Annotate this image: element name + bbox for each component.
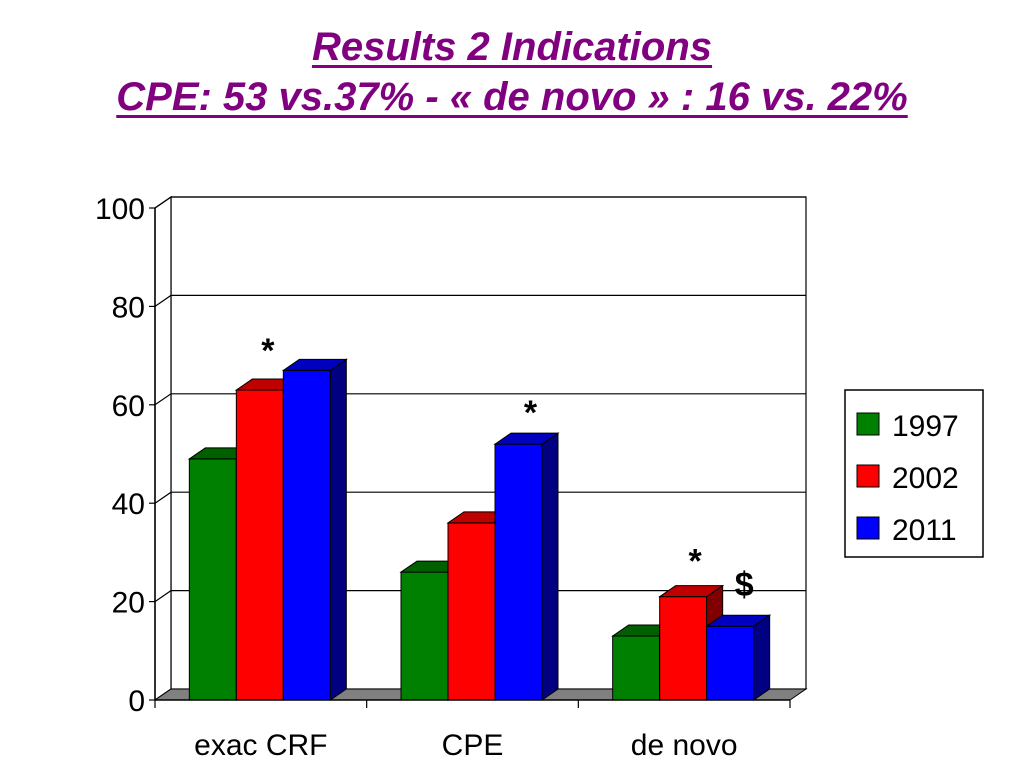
- annotation-asterisk: *: [689, 543, 703, 581]
- x-category-label: exac CRF: [194, 729, 327, 762]
- annotation-dollar: $: [735, 566, 754, 604]
- title-line-2: CPE: 53 vs.37% - « de novo » : 16 vs. 22…: [116, 75, 908, 119]
- gridline: [154, 196, 806, 209]
- legend-label: 2002: [892, 462, 959, 495]
- y-tick-label: 100: [95, 193, 145, 226]
- bar-side: [541, 432, 559, 701]
- annotations: * * * $: [261, 332, 753, 604]
- bar-front: [400, 571, 449, 701]
- bar-front: [188, 458, 237, 701]
- bar-2011-exac-CRF: [281, 358, 348, 701]
- bar-2011-CPE: [493, 432, 560, 701]
- side-wall: [154, 195, 172, 702]
- y-tick-label: 20: [112, 587, 145, 620]
- legend-swatch-2002: [856, 464, 880, 488]
- y-tick-label: 60: [112, 390, 145, 423]
- y-tick-label: 80: [112, 291, 145, 324]
- legend-swatch-1997: [856, 412, 880, 436]
- x-category-label: de novo: [631, 729, 738, 762]
- legend: 1997 2002 2011: [844, 389, 984, 558]
- x-category-label: CPE: [442, 729, 504, 762]
- gridline: [154, 491, 806, 504]
- legend-label: 1997: [892, 410, 959, 443]
- slide-title: Results 2 Indications CPE: 53 vs.37% - «…: [0, 22, 1024, 122]
- bar-2011-de-novo: [705, 614, 772, 701]
- y-tick-label: 40: [112, 488, 145, 521]
- gridline: [154, 589, 806, 603]
- bar-front: [612, 635, 661, 701]
- bar-front: [447, 522, 496, 701]
- gridline: [154, 393, 806, 406]
- y-tick-label: 0: [128, 685, 145, 718]
- bar-front: [235, 389, 284, 701]
- bar-front: [282, 369, 331, 701]
- annotation-asterisk: *: [261, 332, 275, 370]
- bar-side: [753, 614, 771, 701]
- axis-labels: 0 20 40 60 80 100 exac CRF CPE de novo: [95, 193, 738, 762]
- legend-swatch-2011: [856, 516, 880, 540]
- title-line-1: Results 2 Indications: [311, 25, 713, 69]
- bar-front: [706, 625, 755, 701]
- gridline: [154, 294, 806, 307]
- bar-front: [659, 596, 708, 701]
- annotation-asterisk: *: [524, 394, 538, 432]
- axes: [149, 207, 791, 708]
- bar-side: [329, 358, 347, 701]
- gridlines: [154, 196, 806, 603]
- bars: [187, 358, 772, 701]
- legend-label: 2011: [892, 514, 957, 547]
- bar-front: [494, 443, 543, 701]
